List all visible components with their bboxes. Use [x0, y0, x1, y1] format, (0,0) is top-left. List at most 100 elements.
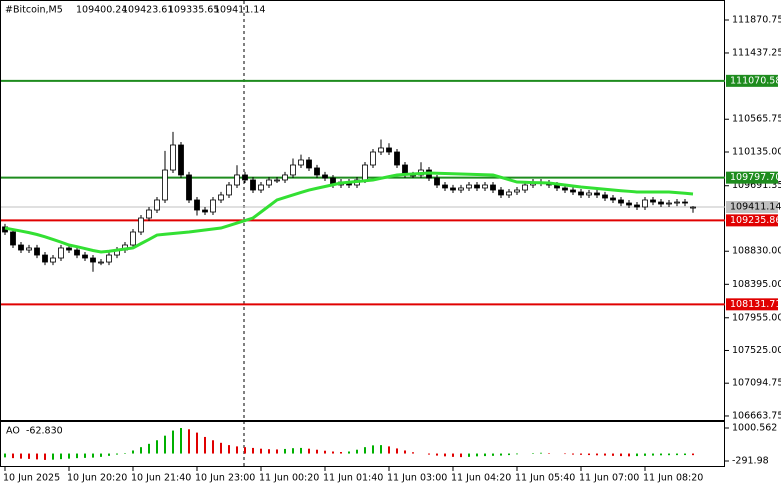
level-tag [726, 214, 778, 227]
level-tag [726, 74, 778, 87]
header-open: 109400.24 [76, 5, 127, 16]
y-tick-label: 109691.35 [732, 180, 781, 191]
x-tick-label: 11 Jun 04:20 [451, 473, 511, 484]
level-label: 108131.71 [730, 299, 781, 310]
candle-body [482, 184, 488, 189]
candle-body [162, 169, 168, 201]
level-tag [726, 171, 778, 184]
candle-body [386, 147, 392, 153]
y-tick-label: 111437.25 [732, 47, 781, 58]
main-layer [1, 79, 725, 460]
candle-body [666, 202, 672, 205]
x-tick-label: 11 Jun 00:20 [259, 473, 319, 484]
candle-body [466, 184, 472, 189]
y-tick-label: 107955.00 [732, 312, 781, 323]
candle-body [258, 184, 264, 191]
level-tag [726, 298, 778, 311]
candle-body [242, 174, 248, 181]
candle-body [82, 254, 88, 259]
header-close: 109411.14 [214, 5, 265, 16]
candle-body [170, 144, 176, 171]
y-tick-label: 107094.75 [732, 378, 781, 389]
candle-body [66, 247, 72, 251]
candle-body [522, 184, 528, 191]
candle-body [274, 179, 280, 182]
candle-body [642, 199, 648, 208]
y-tick-label: 108830.00 [732, 246, 781, 257]
x-tick-label: 10 Jun 21:40 [131, 473, 191, 484]
candle-body [106, 254, 112, 263]
ao-tick-label: 1000.562 [732, 422, 777, 433]
candle-body [58, 247, 64, 259]
candle-body [154, 199, 160, 211]
y-tick-label: 107525.00 [732, 345, 781, 356]
candle-body [50, 257, 56, 263]
candle-body [618, 199, 624, 204]
candle-body [322, 174, 328, 179]
level-label: 109797.70 [730, 172, 781, 183]
candle-body [490, 184, 496, 191]
y-tick-label: 111870.75 [732, 15, 781, 26]
candle-body [74, 249, 80, 256]
candle-body [570, 189, 576, 193]
candle-body [514, 189, 520, 193]
candle-body [562, 187, 568, 191]
candle-body [362, 164, 368, 181]
candle-body [458, 187, 464, 191]
level-label: 111070.58 [730, 75, 781, 86]
candle-body [578, 191, 584, 196]
ao-name: AO [6, 426, 20, 437]
candle-body [378, 147, 384, 153]
candle-body [34, 247, 40, 256]
x-tick-label: 11 Jun 08:20 [643, 473, 703, 484]
x-tick-label: 10 Jun 20:20 [67, 473, 127, 484]
ao-tick-label: -291.98 [732, 455, 769, 466]
candle-body [450, 187, 456, 191]
x-tick-label: 11 Jun 03:00 [387, 473, 447, 484]
candle-body [314, 167, 320, 176]
candle-body [210, 199, 216, 213]
candle-body [586, 192, 592, 196]
candle-body [370, 151, 376, 166]
main-panel [0, 0, 725, 421]
candle-body [394, 151, 400, 166]
candle-body [226, 184, 232, 196]
x-tick-label: 11 Jun 07:00 [579, 473, 639, 484]
candle-body [650, 199, 656, 203]
x-tick-label: 10 Jun 2025 [3, 473, 60, 484]
candle-body [442, 184, 448, 189]
candle-body [266, 179, 272, 186]
candle-body [290, 164, 296, 176]
candle-body [146, 209, 152, 219]
x-tick-label: 10 Jun 23:00 [195, 473, 255, 484]
candle-body [658, 201, 664, 205]
candle-body [634, 204, 640, 208]
candle-body [130, 231, 136, 246]
candle-body [178, 144, 184, 176]
candle-body [434, 177, 440, 186]
candle-body [90, 257, 96, 263]
candle-body [306, 159, 312, 169]
candle-body [250, 179, 256, 191]
candle-body [186, 174, 192, 201]
x-tick-label: 11 Jun 01:40 [323, 473, 383, 484]
candle-body [602, 194, 608, 199]
candle-body [498, 189, 504, 196]
candle-body [506, 191, 512, 196]
symbol: #Bitcoin,M5 [5, 5, 63, 16]
candle-body [18, 244, 24, 251]
candle-body [202, 209, 208, 213]
candle-body [10, 231, 16, 246]
candle-body [674, 201, 680, 204]
header-low: 109335.65 [168, 5, 219, 16]
ao-readout: -62.830 [26, 426, 63, 437]
header-high: 109423.61 [122, 5, 173, 16]
moving-average [4, 171, 694, 254]
current-price-label: 109411.14 [730, 202, 781, 213]
candle-body [138, 217, 144, 233]
candle-body [98, 261, 104, 264]
y-tick-label: 108395.00 [732, 279, 781, 290]
y-tick-label: 106663.75 [732, 410, 781, 421]
candle-body [594, 192, 600, 196]
